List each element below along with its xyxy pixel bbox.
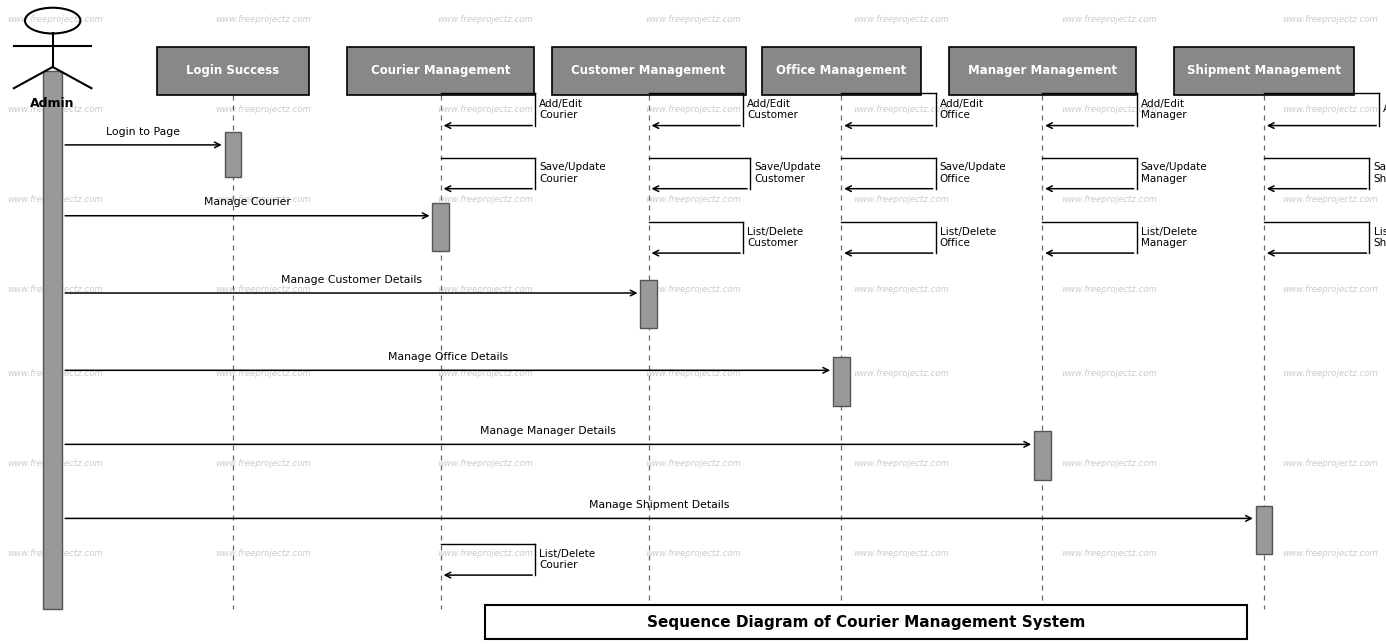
Text: Add/Edit
Courier: Add/Edit Courier [539,99,584,120]
Text: Shipment Management: Shipment Management [1186,64,1342,77]
Text: www.freeprojectz.com: www.freeprojectz.com [215,195,312,204]
Text: Office Management: Office Management [776,64,906,77]
Text: www.freeprojectz.com: www.freeprojectz.com [1060,15,1157,24]
Text: www.freeprojectz.com: www.freeprojectz.com [437,285,534,294]
Text: www.freeprojectz.com: www.freeprojectz.com [1282,15,1379,24]
Text: Save/Update
Courier: Save/Update Courier [539,162,606,184]
Text: www.freeprojectz.com: www.freeprojectz.com [1282,285,1379,294]
Text: www.freeprojectz.com: www.freeprojectz.com [437,15,534,24]
Text: www.freeprojectz.com: www.freeprojectz.com [852,105,949,114]
Text: www.freeprojectz.com: www.freeprojectz.com [1060,459,1157,468]
Text: www.freeprojectz.com: www.freeprojectz.com [644,369,742,378]
Text: www.freeprojectz.com: www.freeprojectz.com [644,105,742,114]
Text: Sequence Diagram of Courier Management System: Sequence Diagram of Courier Management S… [647,614,1085,630]
Text: www.freeprojectz.com: www.freeprojectz.com [1282,459,1379,468]
Text: www.freeprojectz.com: www.freeprojectz.com [644,195,742,204]
Text: Save/Update
Customer: Save/Update Customer [754,162,821,184]
Text: www.freeprojectz.com: www.freeprojectz.com [437,369,534,378]
Text: Manage Courier: Manage Courier [204,197,291,207]
Text: Save/Update
Office: Save/Update Office [940,162,1006,184]
Text: www.freeprojectz.com: www.freeprojectz.com [215,15,312,24]
Text: www.freeprojectz.com: www.freeprojectz.com [644,15,742,24]
Text: www.freeprojectz.com: www.freeprojectz.com [852,195,949,204]
Text: www.freeprojectz.com: www.freeprojectz.com [7,195,104,204]
Text: www.freeprojectz.com: www.freeprojectz.com [215,285,312,294]
Text: Login to Page: Login to Page [107,126,180,137]
Bar [1256,506,1272,554]
Text: www.freeprojectz.com: www.freeprojectz.com [1282,195,1379,204]
Text: Login Success: Login Success [186,64,280,77]
Text: Manage Customer Details: Manage Customer Details [281,274,421,285]
Text: Admin: Admin [30,97,75,109]
Text: List/Delete
Office: List/Delete Office [940,227,995,249]
Text: www.freeprojectz.com: www.freeprojectz.com [437,195,534,204]
Text: www.freeprojectz.com: www.freeprojectz.com [1060,285,1157,294]
Bar [485,605,1247,639]
Text: www.freeprojectz.com: www.freeprojectz.com [644,459,742,468]
Text: www.freeprojectz.com: www.freeprojectz.com [215,459,312,468]
Text: Add/Edit Shipment: Add/Edit Shipment [1383,104,1386,115]
Text: www.freeprojectz.com: www.freeprojectz.com [7,369,104,378]
Text: www.freeprojectz.com: www.freeprojectz.com [1060,369,1157,378]
Text: www.freeprojectz.com: www.freeprojectz.com [7,285,104,294]
Text: Add/Edit
Manager: Add/Edit Manager [1141,99,1186,120]
Text: www.freeprojectz.com: www.freeprojectz.com [215,549,312,558]
Text: www.freeprojectz.com: www.freeprojectz.com [215,369,312,378]
Text: www.freeprojectz.com: www.freeprojectz.com [7,459,104,468]
Text: www.freeprojectz.com: www.freeprojectz.com [644,285,742,294]
Text: www.freeprojectz.com: www.freeprojectz.com [1060,105,1157,114]
Bar [640,280,657,328]
Text: www.freeprojectz.com: www.freeprojectz.com [852,459,949,468]
Text: www.freeprojectz.com: www.freeprojectz.com [437,549,534,558]
Text: List/Delete
Customer: List/Delete Customer [747,227,802,249]
Text: List/Delete
Shipment: List/Delete Shipment [1374,227,1386,249]
Text: www.freeprojectz.com: www.freeprojectz.com [852,369,949,378]
Text: www.freeprojectz.com: www.freeprojectz.com [852,285,949,294]
Bar [225,132,241,177]
Text: www.freeprojectz.com: www.freeprojectz.com [852,15,949,24]
Bar [1034,431,1051,480]
Bar [1174,47,1354,95]
Text: www.freeprojectz.com: www.freeprojectz.com [1282,105,1379,114]
Text: Add/Edit
Customer: Add/Edit Customer [747,99,798,120]
Text: List/Delete
Courier: List/Delete Courier [539,549,595,571]
Text: Manage Manager Details: Manage Manager Details [480,426,617,436]
Text: www.freeprojectz.com: www.freeprojectz.com [644,549,742,558]
Text: Manage Shipment Details: Manage Shipment Details [589,500,729,510]
Text: Save/Update
Manager: Save/Update Manager [1141,162,1207,184]
Text: www.freeprojectz.com: www.freeprojectz.com [1060,549,1157,558]
Text: www.freeprojectz.com: www.freeprojectz.com [1282,369,1379,378]
Bar [948,47,1137,95]
Bar [43,71,62,609]
Text: Add/Edit
Office: Add/Edit Office [940,99,984,120]
Text: www.freeprojectz.com: www.freeprojectz.com [1282,549,1379,558]
Bar [432,203,449,251]
Bar [346,47,535,95]
Text: www.freeprojectz.com: www.freeprojectz.com [7,549,104,558]
Text: Manager Management: Manager Management [967,64,1117,77]
Text: www.freeprojectz.com: www.freeprojectz.com [7,105,104,114]
Text: www.freeprojectz.com: www.freeprojectz.com [437,459,534,468]
Text: Manage Office Details: Manage Office Details [388,352,507,362]
Bar [157,47,309,95]
Text: www.freeprojectz.com: www.freeprojectz.com [852,549,949,558]
Text: Customer Management: Customer Management [571,64,726,77]
Text: List/Delete
Manager: List/Delete Manager [1141,227,1196,249]
Bar [833,357,850,406]
Text: www.freeprojectz.com: www.freeprojectz.com [437,105,534,114]
Text: www.freeprojectz.com: www.freeprojectz.com [1060,195,1157,204]
Bar [552,47,746,95]
Text: Courier Management: Courier Management [371,64,510,77]
Text: www.freeprojectz.com: www.freeprojectz.com [215,105,312,114]
Text: www.freeprojectz.com: www.freeprojectz.com [7,15,104,24]
Text: Save/Update
Shipment: Save/Update Shipment [1374,162,1386,184]
Bar [762,47,920,95]
